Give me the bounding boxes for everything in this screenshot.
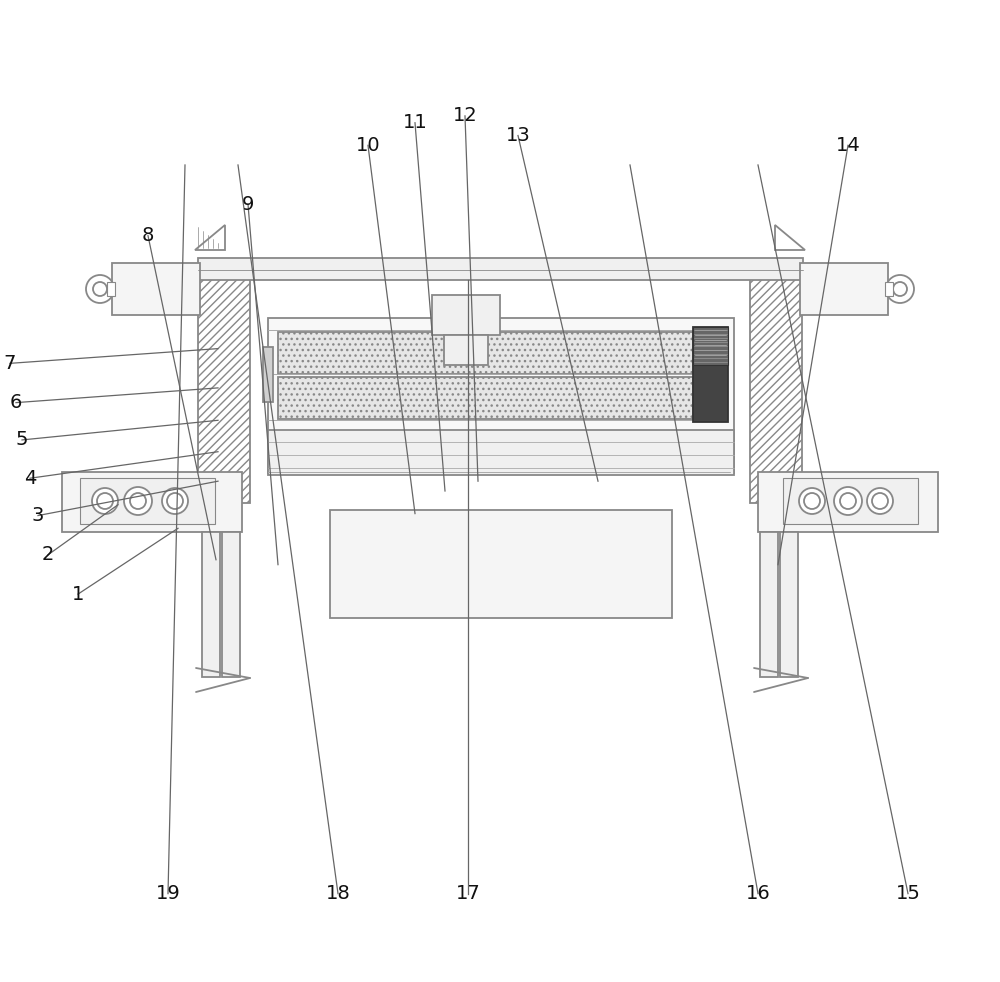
Text: 16: 16 <box>746 884 770 903</box>
Text: 19: 19 <box>156 884 180 903</box>
Bar <box>107 282 115 296</box>
Bar <box>693 327 728 365</box>
Bar <box>278 377 693 419</box>
Bar <box>780 532 798 677</box>
Bar <box>112 263 200 315</box>
Text: 9: 9 <box>242 194 254 214</box>
Circle shape <box>867 488 893 514</box>
Circle shape <box>872 493 888 509</box>
Bar <box>444 335 488 365</box>
Bar <box>330 510 672 618</box>
Circle shape <box>799 488 825 514</box>
Text: 3: 3 <box>32 506 44 525</box>
Bar <box>885 282 893 296</box>
Circle shape <box>124 487 152 515</box>
Circle shape <box>86 275 114 303</box>
Bar <box>800 263 888 315</box>
Text: 13: 13 <box>506 126 530 145</box>
Text: 1: 1 <box>72 584 84 604</box>
Text: 8: 8 <box>142 226 154 246</box>
Circle shape <box>834 487 862 515</box>
Text: 18: 18 <box>326 884 350 903</box>
Text: 15: 15 <box>896 884 920 903</box>
Circle shape <box>97 493 113 509</box>
Circle shape <box>92 488 118 514</box>
Circle shape <box>840 493 856 509</box>
Bar <box>760 532 778 677</box>
Text: 11: 11 <box>403 113 427 133</box>
Text: 5: 5 <box>16 430 28 450</box>
Bar <box>62 472 242 532</box>
Bar <box>268 430 734 475</box>
Bar <box>693 327 728 422</box>
Text: 14: 14 <box>836 136 860 155</box>
Bar <box>783 478 918 524</box>
Bar <box>80 478 215 524</box>
Text: 17: 17 <box>456 884 480 903</box>
Bar <box>278 332 693 374</box>
Text: 4: 4 <box>24 468 36 488</box>
Bar <box>263 347 273 402</box>
Text: 6: 6 <box>10 393 22 412</box>
Text: 7: 7 <box>4 354 16 373</box>
Bar <box>198 268 250 503</box>
Circle shape <box>93 282 107 296</box>
Circle shape <box>167 493 183 509</box>
Text: 12: 12 <box>453 106 477 126</box>
Circle shape <box>804 493 820 509</box>
Bar <box>222 532 240 677</box>
Bar <box>750 268 802 503</box>
Bar <box>432 295 500 335</box>
Bar <box>198 258 803 280</box>
Circle shape <box>162 488 188 514</box>
Bar <box>758 472 938 532</box>
Bar <box>268 318 734 473</box>
Text: 2: 2 <box>42 545 54 565</box>
Bar <box>202 532 220 677</box>
Circle shape <box>886 275 914 303</box>
Circle shape <box>893 282 907 296</box>
Circle shape <box>130 493 146 509</box>
Text: 10: 10 <box>356 136 380 155</box>
